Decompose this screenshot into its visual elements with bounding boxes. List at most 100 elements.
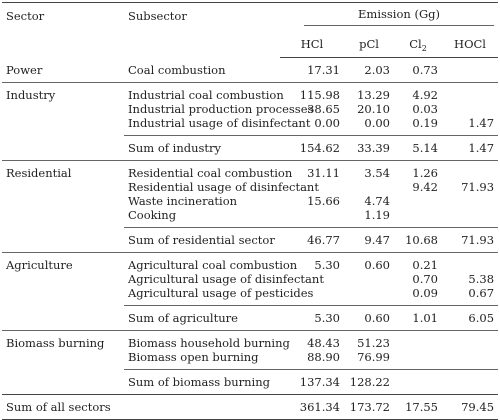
hcl-value: 48.43: [280, 330, 344, 350]
header-emission-label: Emission (Gg): [304, 7, 495, 26]
sum-hcl-value: 154.62: [280, 135, 344, 161]
cl2-value: [394, 208, 442, 228]
pcl-value: [344, 180, 394, 194]
header-cl2-subscript: 2: [421, 44, 427, 53]
hocl-value: [442, 82, 499, 102]
sum-pcl-value: 9.47: [344, 227, 394, 253]
cl2-value: 1.26: [394, 160, 442, 180]
sector-cell: [2, 136, 124, 161]
header-sector: Sector: [2, 2, 124, 58]
subsector-label: Industrial production processes: [128, 102, 314, 116]
sector-label: Residential: [2, 160, 124, 180]
subsector-label: Agricultural coal combustion: [124, 252, 297, 272]
pcl-value: 1.19: [364, 208, 390, 222]
sum-hcl-value: 5.30: [280, 305, 344, 331]
sum-cl2-value: 5.14: [394, 135, 442, 161]
hcl-value: 115.98: [280, 82, 344, 102]
header-hocl: HOCl: [442, 30, 499, 58]
sum-row: Sum of agriculture 5.30 0.60 1.01 6.05: [2, 305, 499, 331]
sector-cell: [2, 306, 124, 331]
header-pcl: pCl: [344, 30, 394, 58]
table-row: Agricultural usage of disinfectant 0.70 5.…: [2, 272, 498, 286]
sum-cl2-value: 1.01: [394, 305, 442, 331]
pcl-value: 2.03: [364, 63, 390, 77]
header-cl2-base: Cl: [409, 37, 422, 51]
hocl-value: 1.47: [468, 116, 495, 130]
cl2-value: 0.03: [412, 102, 438, 116]
header-subsector: Subsector: [124, 2, 280, 58]
table-row: Power Coal combustion 17.31 2.03 0.73: [2, 58, 498, 83]
subsector-label: Agricultural usage of pesticides: [128, 286, 314, 300]
sum-hcl-value: 137.34: [280, 369, 344, 395]
subsector-label: Biomass household burning: [124, 330, 290, 350]
hocl-value: [442, 102, 498, 116]
sector-cell: [2, 286, 124, 306]
hocl-value: [442, 160, 499, 180]
pcl-value: 4.74: [364, 194, 390, 208]
sum-hcl-value: 46.77: [280, 227, 344, 253]
sum-cl2-value: [394, 369, 442, 395]
hocl-value: 71.93: [461, 180, 495, 194]
sector-cell: [2, 116, 124, 136]
sum-label: Sum of residential sector: [124, 227, 280, 253]
header-cl2: Cl2: [394, 30, 442, 58]
table-row: Waste incineration 15.66 4.74: [2, 194, 498, 208]
subsector-label: Residential coal combustion: [124, 160, 292, 180]
sector-cell: [2, 350, 124, 370]
cl2-value: [394, 350, 442, 370]
hcl-value: [280, 208, 344, 228]
subsector-label: Waste incineration: [128, 194, 238, 208]
table-row: Industry Industrial coal combustion 115.98…: [2, 82, 499, 102]
subsector-label: Cooking: [128, 208, 177, 222]
sum-hocl-value: 6.05: [442, 305, 499, 331]
hcl-value: 88.90: [307, 350, 340, 364]
sector-cell: [2, 228, 124, 253]
sum-row: Sum of biomass burning 137.34 128.22: [2, 369, 499, 395]
hcl-value: 31.11: [280, 160, 344, 180]
table-row: Agricultural usage of pesticides 0.09 0.67: [2, 286, 498, 306]
sector-label: Industry: [2, 82, 124, 102]
table-row: Biomass burning Biomass household burning…: [2, 330, 499, 350]
sum-hocl-value: [442, 369, 499, 395]
subsector-label: Biomass open burning: [128, 350, 259, 364]
hcl-value: 17.31: [307, 63, 340, 77]
hcl-value: 5.30: [280, 252, 344, 272]
sector-cell: [2, 208, 124, 228]
sector-cell: [2, 102, 124, 116]
subsector-label: Industrial coal combustion: [124, 82, 284, 102]
sum-pcl-value: 128.22: [344, 369, 394, 395]
sum-label: Sum of industry: [124, 135, 280, 161]
sum-row: Sum of industry 154.62 33.39 5.14 1.47: [2, 135, 499, 161]
hocl-value: [442, 208, 498, 228]
pcl-value: 3.54: [344, 160, 394, 180]
pcl-value: 76.99: [357, 350, 390, 364]
hocl-value: [442, 350, 498, 370]
sum-cl2-value: 10.68: [394, 227, 442, 253]
subsector-label: Agricultural usage of disinfectant: [128, 272, 324, 286]
hocl-value: [442, 252, 499, 272]
cl2-value: 0.70: [412, 272, 438, 286]
table-row: Industrial production processes 38.65 20.1…: [2, 102, 498, 116]
pcl-value: 13.29: [344, 82, 394, 102]
subsector-label: Coal combustion: [128, 62, 226, 77]
header-hcl: HCl: [280, 30, 344, 58]
hocl-value: [442, 194, 498, 208]
table-row: Residential usage of disinfectant 9.42 71.…: [2, 180, 498, 194]
cl2-value: 0.73: [412, 63, 438, 77]
sector-label: Power: [6, 62, 43, 77]
table-row: Industrial usage of disinfectant 0.00 0.00…: [2, 116, 498, 136]
table-row: Residential Residential coal combustion 31…: [2, 160, 499, 180]
pcl-value: 20.10: [357, 102, 390, 116]
sum-row: Sum of residential sector 46.77 9.47 10.68 7…: [2, 227, 499, 253]
table-row: Cooking 1.19: [2, 208, 498, 228]
table-row: Biomass open burning 88.90 76.99: [2, 350, 498, 370]
sum-pcl-value: 0.60: [344, 305, 394, 331]
subsector-label: Industrial usage of disinfectant: [128, 116, 311, 130]
sector-cell: [2, 194, 124, 208]
cl2-value: 0.19: [412, 116, 438, 130]
cl2-value: [394, 194, 442, 208]
sum-hocl-value: 71.93: [442, 227, 499, 253]
pcl-value: [344, 286, 394, 306]
